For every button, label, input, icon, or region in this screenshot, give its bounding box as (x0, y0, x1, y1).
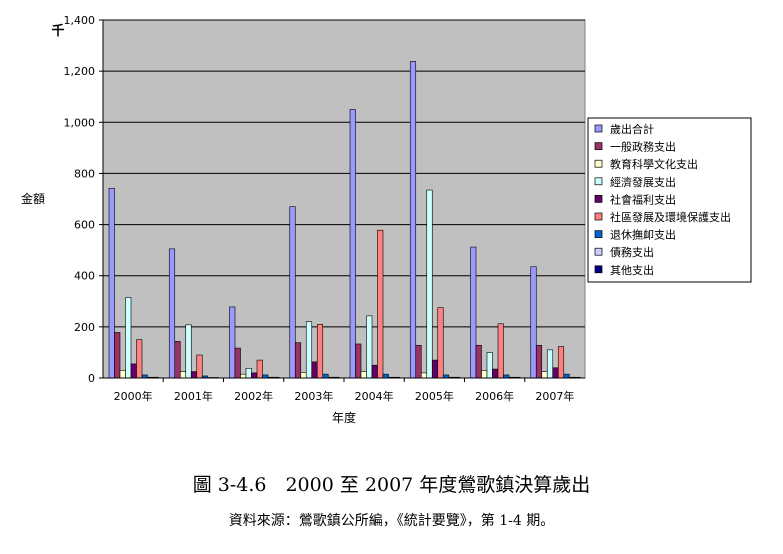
bar (486, 352, 493, 379)
legend-label: 退休撫卹支出 (610, 228, 676, 242)
bar (563, 373, 570, 379)
x-tick-label: 2000年 (114, 389, 153, 403)
legend-swatch (594, 177, 603, 186)
bar (377, 229, 384, 379)
bar (530, 266, 537, 379)
y-tick-label: 800 (74, 167, 95, 180)
gridlines (103, 19, 585, 328)
x-tick-label: 2001年 (174, 389, 213, 403)
bar (174, 341, 181, 379)
x-tick-label: 2003年 (294, 389, 333, 403)
legend-label: 一般政務支出 (610, 140, 676, 154)
figure-caption: 圖 3-4.6 2000 至 2007 年度鶯歌鎮決算歲出 (192, 474, 591, 496)
bar (190, 371, 198, 379)
x-axis-ticks: 2000年 2001年 2002年 2003年 2004年 2005年 2006年 2007年 (114, 378, 574, 403)
bar (557, 346, 565, 379)
bar (475, 344, 482, 379)
bar (552, 367, 559, 379)
legend-label: 社區發展及環境保護支出 (610, 210, 731, 224)
y-tick-label: 400 (74, 270, 95, 283)
bar (305, 321, 313, 379)
bar (426, 189, 433, 379)
bar (196, 354, 203, 379)
bar (234, 347, 241, 379)
bar (366, 315, 373, 379)
x-tick-label: 2002年 (234, 389, 273, 403)
bar (130, 363, 137, 379)
legend-label: 社會福利支出 (610, 192, 676, 206)
bar (251, 372, 258, 379)
y-axis-unit: 千 (51, 23, 64, 39)
bar (119, 370, 126, 379)
bar (546, 349, 554, 379)
bar (371, 364, 378, 379)
bar (437, 307, 444, 379)
bar (229, 306, 236, 379)
legend-label: 經濟發展支出 (610, 175, 676, 189)
bar (294, 342, 302, 379)
x-tick-label: 2006年 (475, 389, 514, 403)
bar (355, 343, 362, 379)
bar (179, 371, 187, 379)
y-tick-label: 0 (88, 372, 95, 385)
legend-swatch (594, 265, 603, 274)
legend-swatch (594, 142, 603, 150)
legend-label: 歲出合計 (610, 122, 654, 136)
bar (497, 323, 504, 379)
legend: 歲出合計一般政務支出教育科學文化支出經濟發展支出社會福利支出社區發展及環境保護支… (587, 117, 752, 283)
plot-area (102, 19, 586, 379)
bar (541, 371, 548, 379)
y-tick-label: 200 (74, 321, 95, 334)
bar (409, 61, 417, 379)
bar (492, 368, 499, 379)
x-tick-label: 2005年 (415, 389, 454, 403)
y-axis-ticks: 0 200 400 600 800 1,000 1,200 1,400 (64, 14, 103, 385)
figure-source: 資料來源：鶯歌鎮公所編，《統計要覽》，第 1-4 期。 (228, 513, 555, 529)
bar (289, 206, 296, 379)
bar (114, 332, 121, 379)
bar (431, 359, 439, 379)
bar (481, 370, 488, 379)
bar (240, 373, 247, 379)
y-tick-label: 600 (74, 219, 95, 232)
bar (311, 361, 318, 379)
legend-label: 教育科學文化支出 (610, 157, 698, 171)
legend-label: 債務支出 (610, 245, 654, 259)
y-tick-label: 1,000 (64, 116, 96, 129)
bar (245, 367, 252, 379)
bar (415, 344, 422, 379)
x-tick-label: 2007年 (535, 389, 574, 403)
bar (360, 371, 367, 379)
x-axis-label: 年度 (332, 410, 356, 425)
bar (108, 187, 115, 379)
legend-box (587, 117, 752, 283)
bar (185, 324, 192, 379)
legend-swatch (594, 212, 603, 221)
x-tick-label: 2004年 (355, 389, 394, 403)
legend-label: 其他支出 (610, 263, 654, 277)
legend-swatch (594, 230, 603, 238)
bar (256, 359, 263, 379)
bar (300, 372, 307, 379)
bar (420, 372, 428, 379)
legend-swatch (594, 124, 603, 133)
y-tick-label: 1,200 (64, 65, 96, 78)
y-tick-label: 1,400 (64, 14, 96, 27)
bar (535, 344, 543, 379)
bar (136, 339, 143, 379)
y-axis-label: 金額 (21, 191, 45, 206)
legend-swatch (594, 195, 603, 203)
bar (349, 109, 356, 379)
legend-swatch (594, 159, 603, 168)
bar (316, 323, 324, 379)
bar (470, 246, 477, 379)
bar (382, 373, 389, 379)
bar (322, 373, 329, 379)
bar (168, 248, 176, 379)
bar (125, 297, 132, 379)
legend-swatch (594, 247, 603, 256)
